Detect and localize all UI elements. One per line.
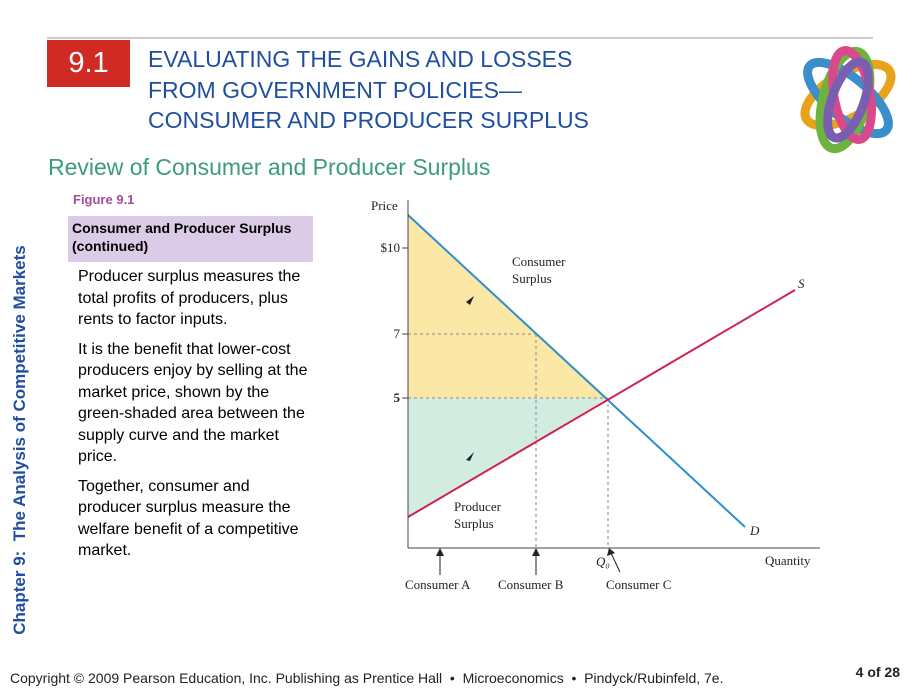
- paragraph: It is the benefit that lower-cost produc…: [78, 340, 308, 466]
- y-axis-label: Price: [371, 198, 398, 213]
- logo: [800, 46, 896, 154]
- arrows: [436, 296, 621, 575]
- title-line: FROM GOVERNMENT POLICIES—: [148, 76, 523, 103]
- x-axis-label: Quantity: [765, 553, 811, 568]
- y-tick-label: 7: [394, 326, 401, 341]
- consumer-label: Consumer B: [498, 577, 564, 592]
- paragraph: Together, consumer and producer surplus …: [78, 477, 299, 560]
- demand-label: D: [749, 523, 760, 538]
- consumer-surplus-label: Consumer: [512, 254, 566, 269]
- producer-surplus-label: Producer: [454, 499, 502, 514]
- subtitle: Review of Consumer and Producer Surplus: [48, 154, 491, 180]
- equilibrium-quantity-label: Q₀: [596, 554, 610, 569]
- title-line: CONSUMER AND PRODUCER SURPLUS: [148, 107, 589, 133]
- chapter-sidebar: Chapter 9: The Analysis of Competitive M…: [10, 245, 29, 635]
- consumer-label: Consumer C: [606, 577, 671, 592]
- y-tick-label: 5: [394, 390, 401, 405]
- title-line: EVALUATING THE GAINS AND LOSSES: [148, 46, 573, 72]
- figure-chart: $10 7 5 Price Quantity Consumer Surplus …: [371, 198, 820, 592]
- page-number: 4 of 28: [855, 664, 900, 680]
- figure-caption: Consumer and Producer Surplus (continued…: [68, 216, 313, 262]
- supply-curve: [407, 289, 796, 518]
- footer-copyright: Copyright © 2009 Pearson Education, Inc.…: [10, 670, 724, 686]
- supply-label: S: [798, 276, 805, 291]
- body-text: Producer surplus measures the total prof…: [78, 266, 310, 570]
- section-number: 9.1: [47, 40, 130, 87]
- consumer-label: Consumer A: [405, 577, 471, 592]
- demand-curve: [407, 214, 746, 528]
- title: EVALUATING THE GAINS AND LOSSES FROM GOV…: [148, 44, 589, 136]
- consumer-surplus-label: Surplus: [512, 271, 552, 286]
- guides: [408, 333, 609, 548]
- paragraph: Producer surplus measures the total prof…: [78, 268, 301, 328]
- producer-surplus-label: Surplus: [454, 516, 494, 531]
- figure-label: Figure 9.1: [73, 192, 135, 207]
- y-tick-label: $10: [381, 240, 401, 255]
